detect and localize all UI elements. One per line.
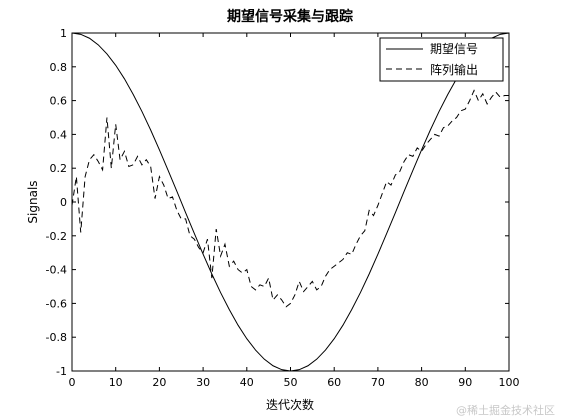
series-line-output xyxy=(72,89,509,308)
y-tick-label-3: -0.4 xyxy=(46,264,67,277)
axis-ticks: 0 10 20 30 40 50 60 70 80 90 100-1-0.8-0.6-0.4-0.2… xyxy=(46,27,520,389)
y-tick-label-6: 0.2 xyxy=(50,162,68,175)
legend-entry-output: 阵列输出 xyxy=(430,62,478,77)
x-tick-label-10: 100 xyxy=(499,376,520,389)
legend-box xyxy=(379,37,504,82)
x-tick-label-6: 60 xyxy=(327,376,341,389)
series-layer xyxy=(72,33,509,371)
x-tick-label-9: 90 xyxy=(458,376,472,389)
x-tick-label-5: 50 xyxy=(284,376,298,389)
y-tick-label-4: -0.2 xyxy=(46,230,67,243)
y-tick-label-2: -0.6 xyxy=(46,297,67,310)
y-tick-label-0: -1 xyxy=(56,365,67,378)
x-tick-label-8: 80 xyxy=(415,376,429,389)
y-tick-label-8: 0.6 xyxy=(50,95,68,108)
x-tick-label-7: 70 xyxy=(371,376,385,389)
x-tick-label-1: 10 xyxy=(109,376,123,389)
x-tick-label-4: 40 xyxy=(240,376,254,389)
y-tick-label-9: 0.8 xyxy=(50,61,68,74)
plot-area xyxy=(71,32,510,372)
x-tick-label-3: 30 xyxy=(196,376,210,389)
series-line-desired xyxy=(72,33,509,371)
x-tick-label-2: 20 xyxy=(152,376,166,389)
watermark: @稀土掘金技术社区 xyxy=(456,404,555,417)
y-tick-label-5: 0 xyxy=(60,196,67,209)
legend-entry-desired: 期望信号 xyxy=(430,42,478,56)
legend: 期望信号 阵列输出 xyxy=(379,37,504,82)
x-tick-label-0: 0 xyxy=(69,376,76,389)
y-tick-label-7: 0.4 xyxy=(50,128,68,141)
y-tick-label-1: -0.8 xyxy=(46,331,67,344)
y-axis-label: Signals xyxy=(26,180,40,223)
y-tick-label-10: 1 xyxy=(60,27,67,40)
chart-title: 期望信号采集与跟踪 xyxy=(227,8,353,25)
x-axis-label: 迭代次数 xyxy=(266,397,314,412)
